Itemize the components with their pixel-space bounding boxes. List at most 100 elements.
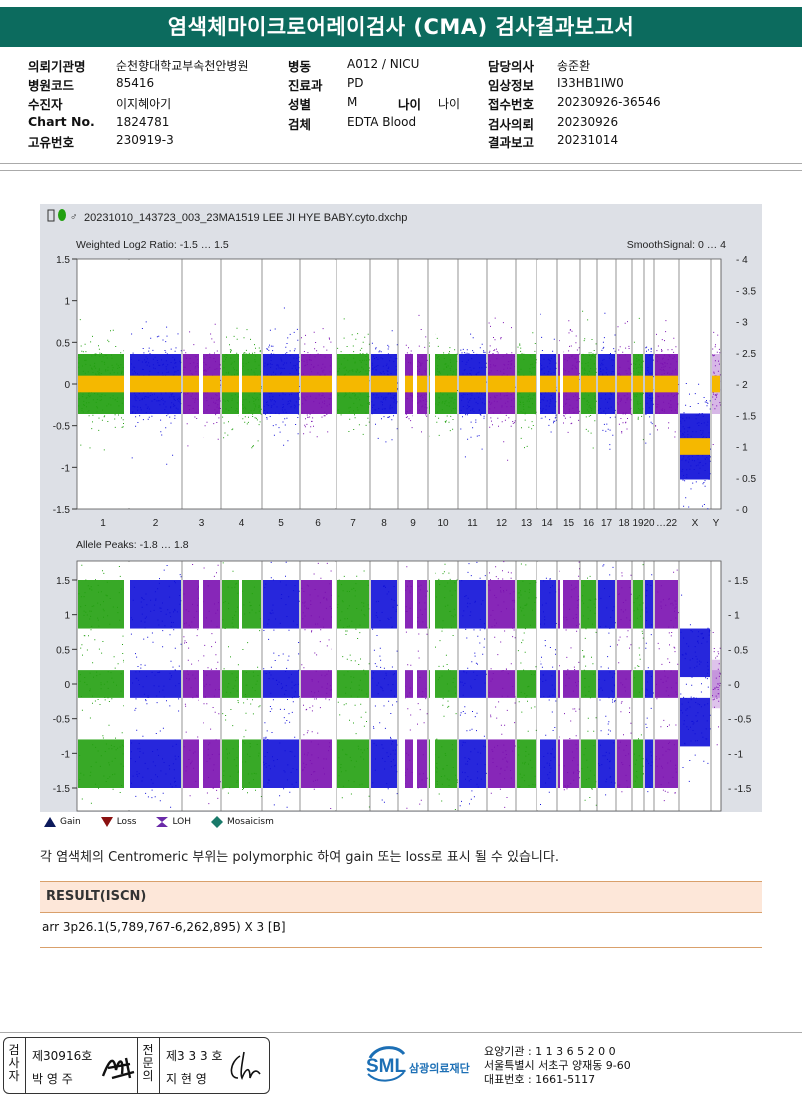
chr-8-data — [371, 330, 398, 803]
chr-16-data — [581, 310, 597, 806]
specialist-signature-icon — [230, 1051, 261, 1080]
inspector-name: 박 영 주 — [32, 1072, 73, 1086]
chr-label-9: 9 — [410, 518, 416, 529]
allele-band — [130, 670, 181, 698]
specialist-number: 제3 3 3 호 — [166, 1049, 223, 1063]
bottom-scatter — [617, 572, 632, 793]
bottom-left-tick: 1 — [64, 611, 70, 622]
chr-label-Y: Y — [713, 518, 720, 529]
bottom-right-tick: - 1.5 — [728, 576, 748, 587]
info-col1-label-2: 수진자 — [28, 97, 63, 112]
plot-file-name: 20231010_143723_003_23MA1519 LEE JI HYE … — [84, 212, 407, 224]
centromere-gap — [413, 260, 417, 508]
allele-band — [488, 670, 515, 698]
centromere-gap — [399, 562, 405, 810]
allele-band — [130, 580, 181, 629]
info-col3-value-4: 20231014 — [557, 133, 619, 147]
chr-1-data — [78, 319, 129, 804]
top-scatter — [459, 333, 487, 458]
allele-band — [263, 580, 299, 629]
result-divider — [40, 947, 762, 948]
allele-band — [617, 670, 631, 698]
chr-label-2: 2 — [153, 518, 159, 529]
centromere-gap — [332, 562, 336, 810]
info-col2-label-3: 검체 — [288, 117, 312, 132]
info-col1-value-4: 230919-3 — [116, 133, 174, 147]
allele-band — [598, 739, 615, 788]
chr-19-data — [633, 317, 644, 788]
allele-band — [633, 670, 643, 698]
divider — [0, 163, 802, 164]
allele-band — [459, 739, 486, 788]
bottom-left-tick: 1.5 — [56, 576, 70, 587]
chr-15-data — [558, 320, 580, 791]
top-left-tick: 1 — [64, 297, 70, 308]
file-icon — [47, 209, 55, 222]
allele-band — [371, 739, 397, 788]
allele-band — [645, 670, 653, 698]
chr-12-data — [488, 317, 516, 808]
chr-X-data — [680, 383, 711, 782]
status-icon — [58, 209, 66, 221]
allele-band — [337, 580, 369, 629]
info-col1-label-4: 고유번호 — [28, 135, 75, 150]
top-right-tick: - 0 — [736, 505, 748, 516]
footer-info: 요양기관 : 1 1 3 6 5 2 0 0 서울특별시 서초구 양재동 9-6… — [484, 1045, 631, 1087]
centromere-gap — [430, 260, 435, 508]
info-col3-value-3: 20230926 — [557, 115, 619, 129]
smooth-signal — [459, 375, 486, 393]
allele-band — [301, 580, 335, 629]
chr-label-8: 8 — [381, 518, 387, 529]
top-right-tick: - 2 — [736, 380, 748, 391]
chr-2-data — [130, 321, 182, 808]
allele-band — [655, 670, 678, 698]
bottom-left-tick: -1.5 — [53, 784, 71, 795]
specialist-label-char: 문 — [142, 1056, 154, 1070]
chr-18-data — [617, 321, 632, 793]
allele-band — [78, 670, 128, 698]
allele-band — [371, 580, 397, 629]
centromere-gap — [124, 562, 130, 810]
info-col3-label-0: 담당의사 — [488, 59, 535, 74]
allele-band — [337, 739, 369, 788]
allele-band — [301, 670, 335, 698]
chr-label-15: 15 — [563, 518, 575, 529]
chr-17-data — [598, 312, 616, 796]
info-col2-value-0: A012 / NICU — [347, 57, 420, 71]
allele-band — [337, 670, 369, 698]
smooth-signal — [558, 375, 579, 393]
info-col2-label-2: 성별 — [288, 97, 312, 112]
top-right-tick: - 1.5 — [736, 411, 756, 422]
bottom-left-tick: -0.5 — [53, 715, 71, 726]
info-col1-label-0: 의뢰기관명 — [28, 59, 86, 74]
info-col1-label-1: 병원코드 — [28, 78, 75, 93]
chr-6-data — [301, 328, 336, 809]
chr-label-…22: …22 — [656, 518, 678, 529]
allele-band — [558, 739, 579, 788]
info-col3-label-3: 검사의뢰 — [488, 117, 535, 132]
info-col2-value-2: M — [347, 95, 358, 109]
info-col1-value-0: 순천향대학교부속천안병원 — [116, 59, 249, 73]
allele-band — [712, 670, 720, 698]
specialist-label-char: 의 — [142, 1069, 154, 1083]
mosaicism-icon — [211, 816, 223, 828]
report-title: 염색체마이크로어레이검사 (CMA) 검사결과보고서 — [0, 7, 802, 47]
info-col2-label-0: 병동 — [288, 59, 312, 74]
allele-band — [680, 628, 710, 678]
centromere-gap — [239, 260, 242, 508]
footer-divider — [0, 1032, 802, 1033]
top-panel-right-label: SmoothSignal: 0 … 4 — [627, 239, 726, 251]
allele-band — [459, 580, 486, 629]
result-iscn: arr 3p26.1(5,789,767-6,262,895) X 3 [B] — [42, 920, 286, 934]
legend-mosaicism: Mosaicism — [211, 816, 274, 828]
phone: 대표번호 : 1661-5117 — [484, 1073, 596, 1086]
top-right-tick: - 3 — [736, 318, 748, 329]
allele-band — [617, 739, 631, 788]
allele-band — [581, 670, 596, 698]
allele-band — [517, 739, 536, 788]
chr-label-14: 14 — [541, 518, 553, 529]
allele-band — [598, 580, 615, 629]
allele-band — [488, 739, 515, 788]
chr-label-6: 6 — [315, 518, 321, 529]
